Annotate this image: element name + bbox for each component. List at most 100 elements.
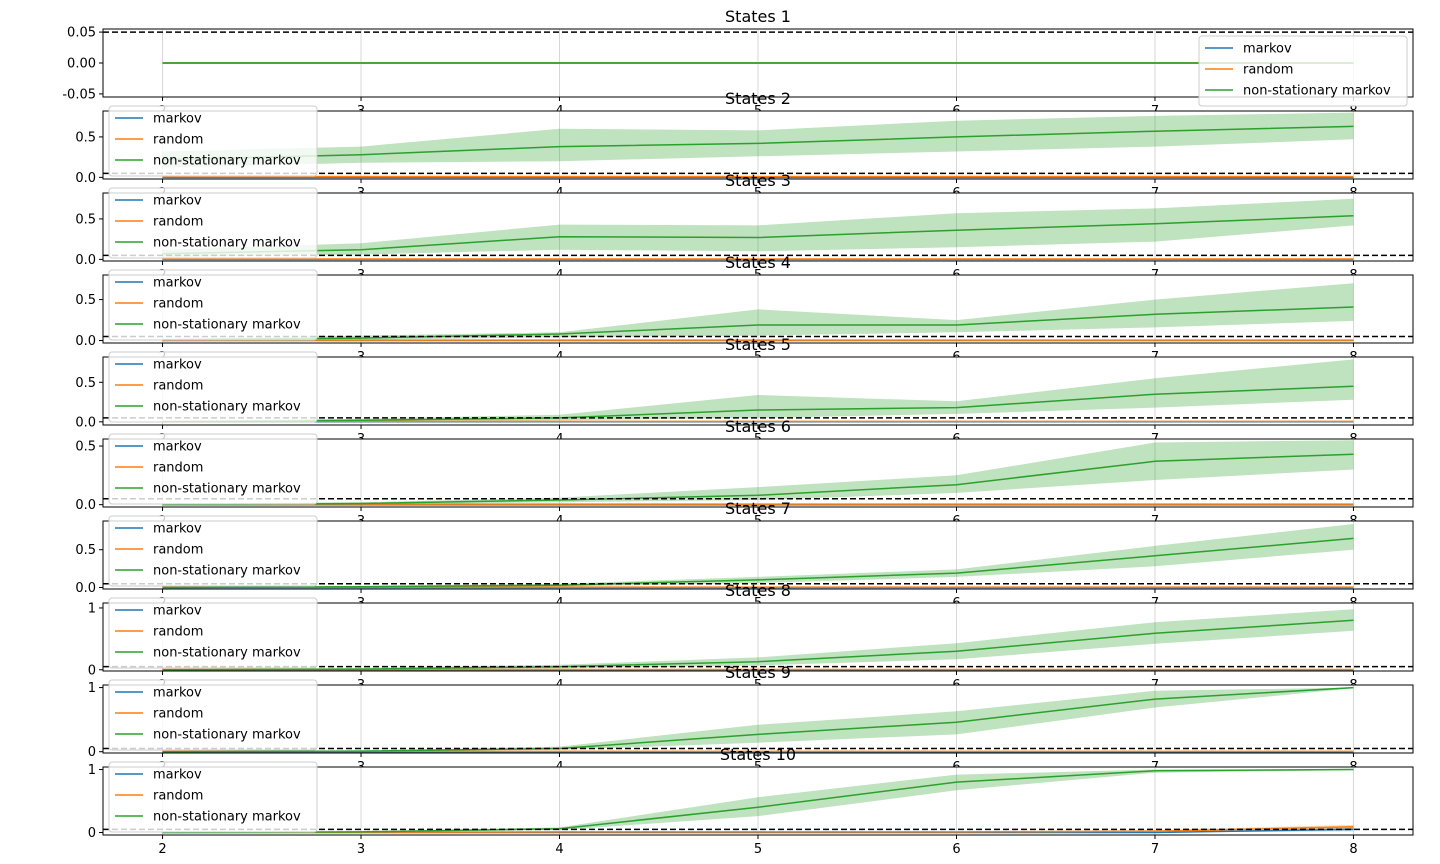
x-tick-label: 3	[357, 842, 365, 857]
confidence-band-non-stationary-markov	[162, 198, 1354, 257]
legend: markov random non-stationary markov	[108, 433, 318, 505]
legend-label: random	[153, 707, 203, 722]
subplot-title: States 9	[725, 663, 791, 682]
x-tick-label: 7	[1151, 842, 1159, 857]
legend-label: markov	[1243, 42, 1292, 57]
y-tick-label: 0.0	[75, 334, 96, 349]
legend-label: random	[153, 133, 203, 148]
confidence-band-non-stationary-markov	[162, 283, 1354, 341]
y-tick-label: 0.5	[75, 376, 96, 391]
x-tick-label: 8	[1349, 842, 1357, 857]
confidence-band-non-stationary-markov	[162, 609, 1354, 670]
series-line-non-stationary-markov	[162, 385, 1354, 423]
y-tick-label: 0.0	[75, 581, 96, 596]
legend-box	[108, 187, 318, 259]
confidence-band-non-stationary-markov	[162, 769, 1354, 833]
legend-label: non-stationary markov	[153, 564, 301, 579]
subplot-title: States 6	[725, 417, 791, 436]
legend-box	[108, 597, 318, 669]
series-line-non-stationary-markov	[162, 768, 1354, 834]
y-tick-label: 0.5	[75, 440, 96, 455]
legend-box	[108, 269, 318, 341]
series-line-non-stationary-markov	[162, 686, 1354, 753]
legend-label: non-stationary markov	[153, 154, 301, 169]
legend-label: markov	[153, 112, 202, 127]
y-tick-label: -0.05	[62, 87, 96, 102]
legend-box	[108, 433, 318, 505]
legend-label: non-stationary markov	[153, 646, 301, 661]
legend: markov random non-stationary markov	[108, 187, 318, 259]
legend: markov random non-stationary markov	[108, 679, 318, 751]
y-tick-label: 0.05	[67, 26, 96, 41]
series-line-non-stationary-markov	[162, 453, 1354, 506]
series-line-non-stationary-markov	[162, 214, 1354, 255]
legend-label: non-stationary markov	[153, 318, 301, 333]
confidence-band-non-stationary-markov	[162, 687, 1354, 752]
y-tick-label: 1	[88, 601, 96, 616]
subplot-10: States 10 1 0 2 3 4 5 6 7 8	[88, 745, 1414, 857]
legend-label: random	[153, 297, 203, 312]
subplot-title: States 10	[720, 745, 796, 764]
y-tick-label: 0.5	[75, 293, 96, 308]
x-tick-label: 2	[158, 842, 166, 857]
legend: markov random non-stationary markov	[108, 515, 318, 587]
subplot-title: States 4	[725, 253, 791, 272]
legend-label: random	[153, 543, 203, 558]
confidence-band-non-stationary-markov	[162, 112, 1354, 168]
series-line-non-stationary-markov	[162, 619, 1354, 671]
legend-label: non-stationary markov	[153, 400, 301, 415]
legend-label: markov	[153, 440, 202, 455]
y-tick-label: 0.0	[75, 415, 96, 430]
series-line-non-stationary-markov	[162, 306, 1354, 341]
legend-label: non-stationary markov	[153, 728, 301, 743]
y-tick-label: 0.5	[75, 543, 96, 558]
y-tick-label: 0	[88, 826, 96, 841]
legend-label: markov	[153, 194, 202, 209]
subplot-title: States 5	[725, 335, 791, 354]
legend-label: random	[153, 461, 203, 476]
legend: markov random non-stationary markov	[108, 105, 318, 177]
x-tick-label: 4	[555, 842, 563, 857]
y-tick-label: 0.5	[75, 212, 96, 227]
legend-label: markov	[153, 358, 202, 373]
legend-box	[108, 515, 318, 587]
x-tick-label: 5	[754, 842, 762, 857]
legend-label: random	[153, 789, 203, 804]
y-tick-label: 0.5	[75, 130, 96, 145]
y-tick-label: 0.0	[75, 171, 96, 186]
legend-label: markov	[153, 686, 202, 701]
legend-box	[108, 761, 318, 833]
y-tick-label: 0.00	[67, 57, 96, 72]
y-tick-label: 1	[88, 681, 96, 696]
legend-label: random	[153, 215, 203, 230]
series-line-non-stationary-markov	[162, 537, 1354, 589]
confidence-band-non-stationary-markov	[162, 440, 1354, 505]
legend: markov random non-stationary markov	[1198, 35, 1408, 107]
y-tick-label: 0.0	[75, 498, 96, 513]
y-tick-label: 0	[88, 663, 96, 678]
legend-label: non-stationary markov	[153, 236, 301, 251]
confidence-band-non-stationary-markov	[162, 524, 1354, 588]
subplot-title: States 1	[725, 7, 791, 26]
legend-label: non-stationary markov	[1243, 84, 1391, 99]
subplot-9: States 9102345678	[88, 663, 1414, 775]
legend-box	[108, 351, 318, 423]
legend-box	[1198, 35, 1408, 107]
subplot-title: States 3	[725, 171, 791, 190]
legend-label: non-stationary markov	[153, 810, 301, 825]
legend-label: markov	[153, 522, 202, 537]
legend: markov random non-stationary markov	[108, 597, 318, 669]
legend-label: markov	[153, 276, 202, 291]
legend-label: markov	[153, 768, 202, 783]
y-tick-label: 0.0	[75, 253, 96, 268]
legend-box	[108, 105, 318, 177]
subplot-title: States 8	[725, 581, 791, 600]
series-line-non-stationary-markov	[162, 125, 1354, 161]
